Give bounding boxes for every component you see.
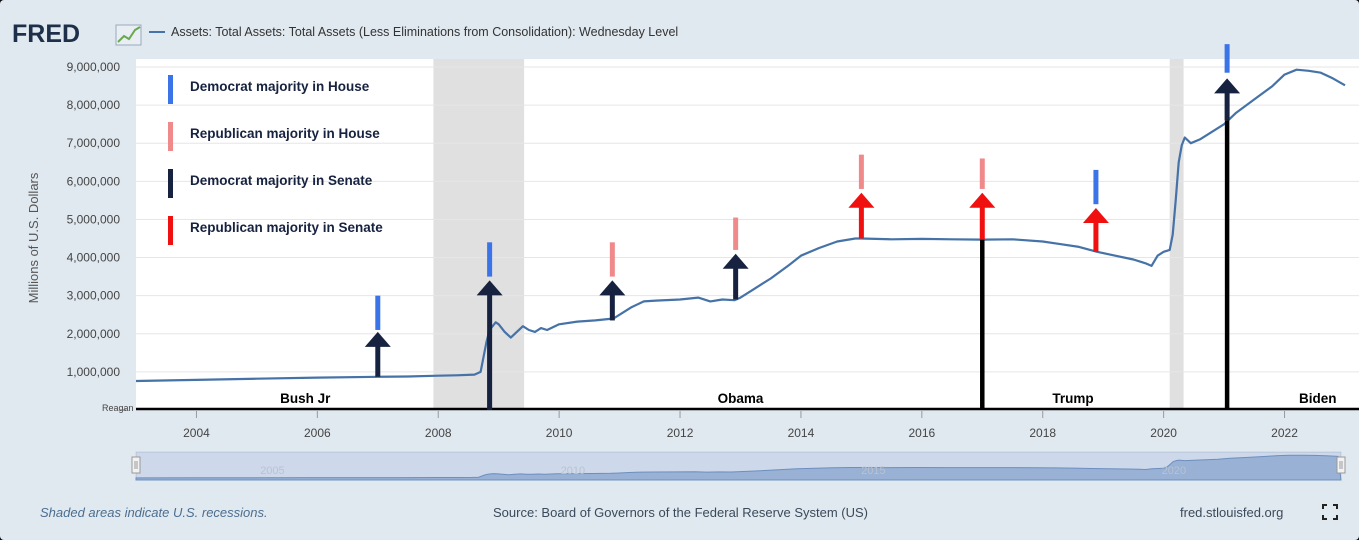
recession-note: Shaded areas indicate U.S. recessions. xyxy=(40,505,268,520)
navigator-year-label: 2005 xyxy=(260,465,284,477)
x-tick-label: 2022 xyxy=(1271,426,1298,440)
president-label: Obama xyxy=(718,391,764,406)
y-tick-label: 4,000,000 xyxy=(67,251,121,265)
x-tick-label: 2014 xyxy=(788,426,815,440)
series-title: Assets: Total Assets: Total Assets (Less… xyxy=(171,25,678,39)
x-tick-label: 2018 xyxy=(1029,426,1056,440)
president-label: Trump xyxy=(1052,391,1093,406)
x-tick-label: 2012 xyxy=(667,426,694,440)
navigator-handle[interactable] xyxy=(1336,456,1346,474)
fullscreen-icon[interactable] xyxy=(1322,504,1338,520)
x-tick-label: 2020 xyxy=(1150,426,1177,440)
legend-label: Republican majority in Senate xyxy=(190,220,383,235)
navigator-year-label: 2020 xyxy=(1162,465,1186,477)
series-line xyxy=(135,68,1346,383)
source-note: Source: Board of Governors of the Federa… xyxy=(493,505,868,520)
senate-arrow-head xyxy=(1082,208,1109,224)
legend-label: Democrat majority in House xyxy=(190,79,370,94)
president-label: Bush Jr xyxy=(280,391,331,406)
y-tick-label: 5,000,000 xyxy=(67,212,121,226)
election-marker xyxy=(476,242,503,410)
legend-swatch xyxy=(168,122,173,151)
election-marker xyxy=(848,154,875,239)
navigator-selection xyxy=(136,452,1341,480)
x-tick-label: 2016 xyxy=(908,426,935,440)
fred-logo-graph-icon xyxy=(115,24,142,46)
senate-arrow-head xyxy=(364,331,391,347)
y-tick-label: 6,000,000 xyxy=(67,174,121,188)
y-tick-label: 1,000,000 xyxy=(67,365,121,379)
navigator-year-label: 2015 xyxy=(861,465,885,477)
y-axis-label: Millions of U.S. Dollars xyxy=(26,172,41,303)
senate-arrow-head xyxy=(476,280,503,296)
baseline-label: Reagan xyxy=(102,403,134,413)
navigator-handle-body xyxy=(131,456,141,474)
legend-swatch xyxy=(168,216,173,245)
election-marker xyxy=(364,295,391,377)
fred-logo: FRED xyxy=(12,20,80,48)
senate-arrow-head xyxy=(969,192,996,208)
navigator-handle[interactable] xyxy=(131,456,141,474)
election-marker xyxy=(969,158,996,410)
president-label: Biden xyxy=(1299,391,1337,406)
y-tick-label: 3,000,000 xyxy=(67,289,121,303)
y-tick-label: 2,000,000 xyxy=(67,327,121,341)
site-link[interactable]: fred.stlouisfed.org xyxy=(1180,505,1284,520)
navigator-handle-body xyxy=(1336,456,1346,474)
y-tick-label: 8,000,000 xyxy=(67,98,121,112)
senate-arrow-head xyxy=(1214,78,1241,94)
senate-arrow-head xyxy=(722,253,749,269)
x-tick-label: 2008 xyxy=(425,426,452,440)
navigator-area xyxy=(135,454,1342,481)
legend-swatch xyxy=(168,75,173,104)
recession-band xyxy=(1169,59,1184,410)
x-tick-label: 2010 xyxy=(546,426,573,440)
x-tick-label: 2004 xyxy=(183,426,210,440)
recession-band xyxy=(433,59,525,410)
x-tick-label: 2006 xyxy=(304,426,331,440)
navigator-year-label: 2010 xyxy=(561,465,585,477)
senate-arrow-head xyxy=(599,280,626,296)
senate-arrow-head xyxy=(848,192,875,208)
logo-icon-line xyxy=(117,26,141,43)
election-marker xyxy=(1082,169,1109,252)
plot-area xyxy=(136,59,1359,410)
election-marker xyxy=(722,217,749,300)
y-tick-label: 9,000,000 xyxy=(67,60,121,74)
election-marker xyxy=(1214,44,1241,410)
election-marker xyxy=(599,242,626,321)
legend-swatch xyxy=(168,169,173,198)
legend-label: Democrat majority in Senate xyxy=(190,173,373,188)
legend-label: Republican majority in House xyxy=(190,126,380,141)
y-tick-label: 7,000,000 xyxy=(67,136,121,150)
